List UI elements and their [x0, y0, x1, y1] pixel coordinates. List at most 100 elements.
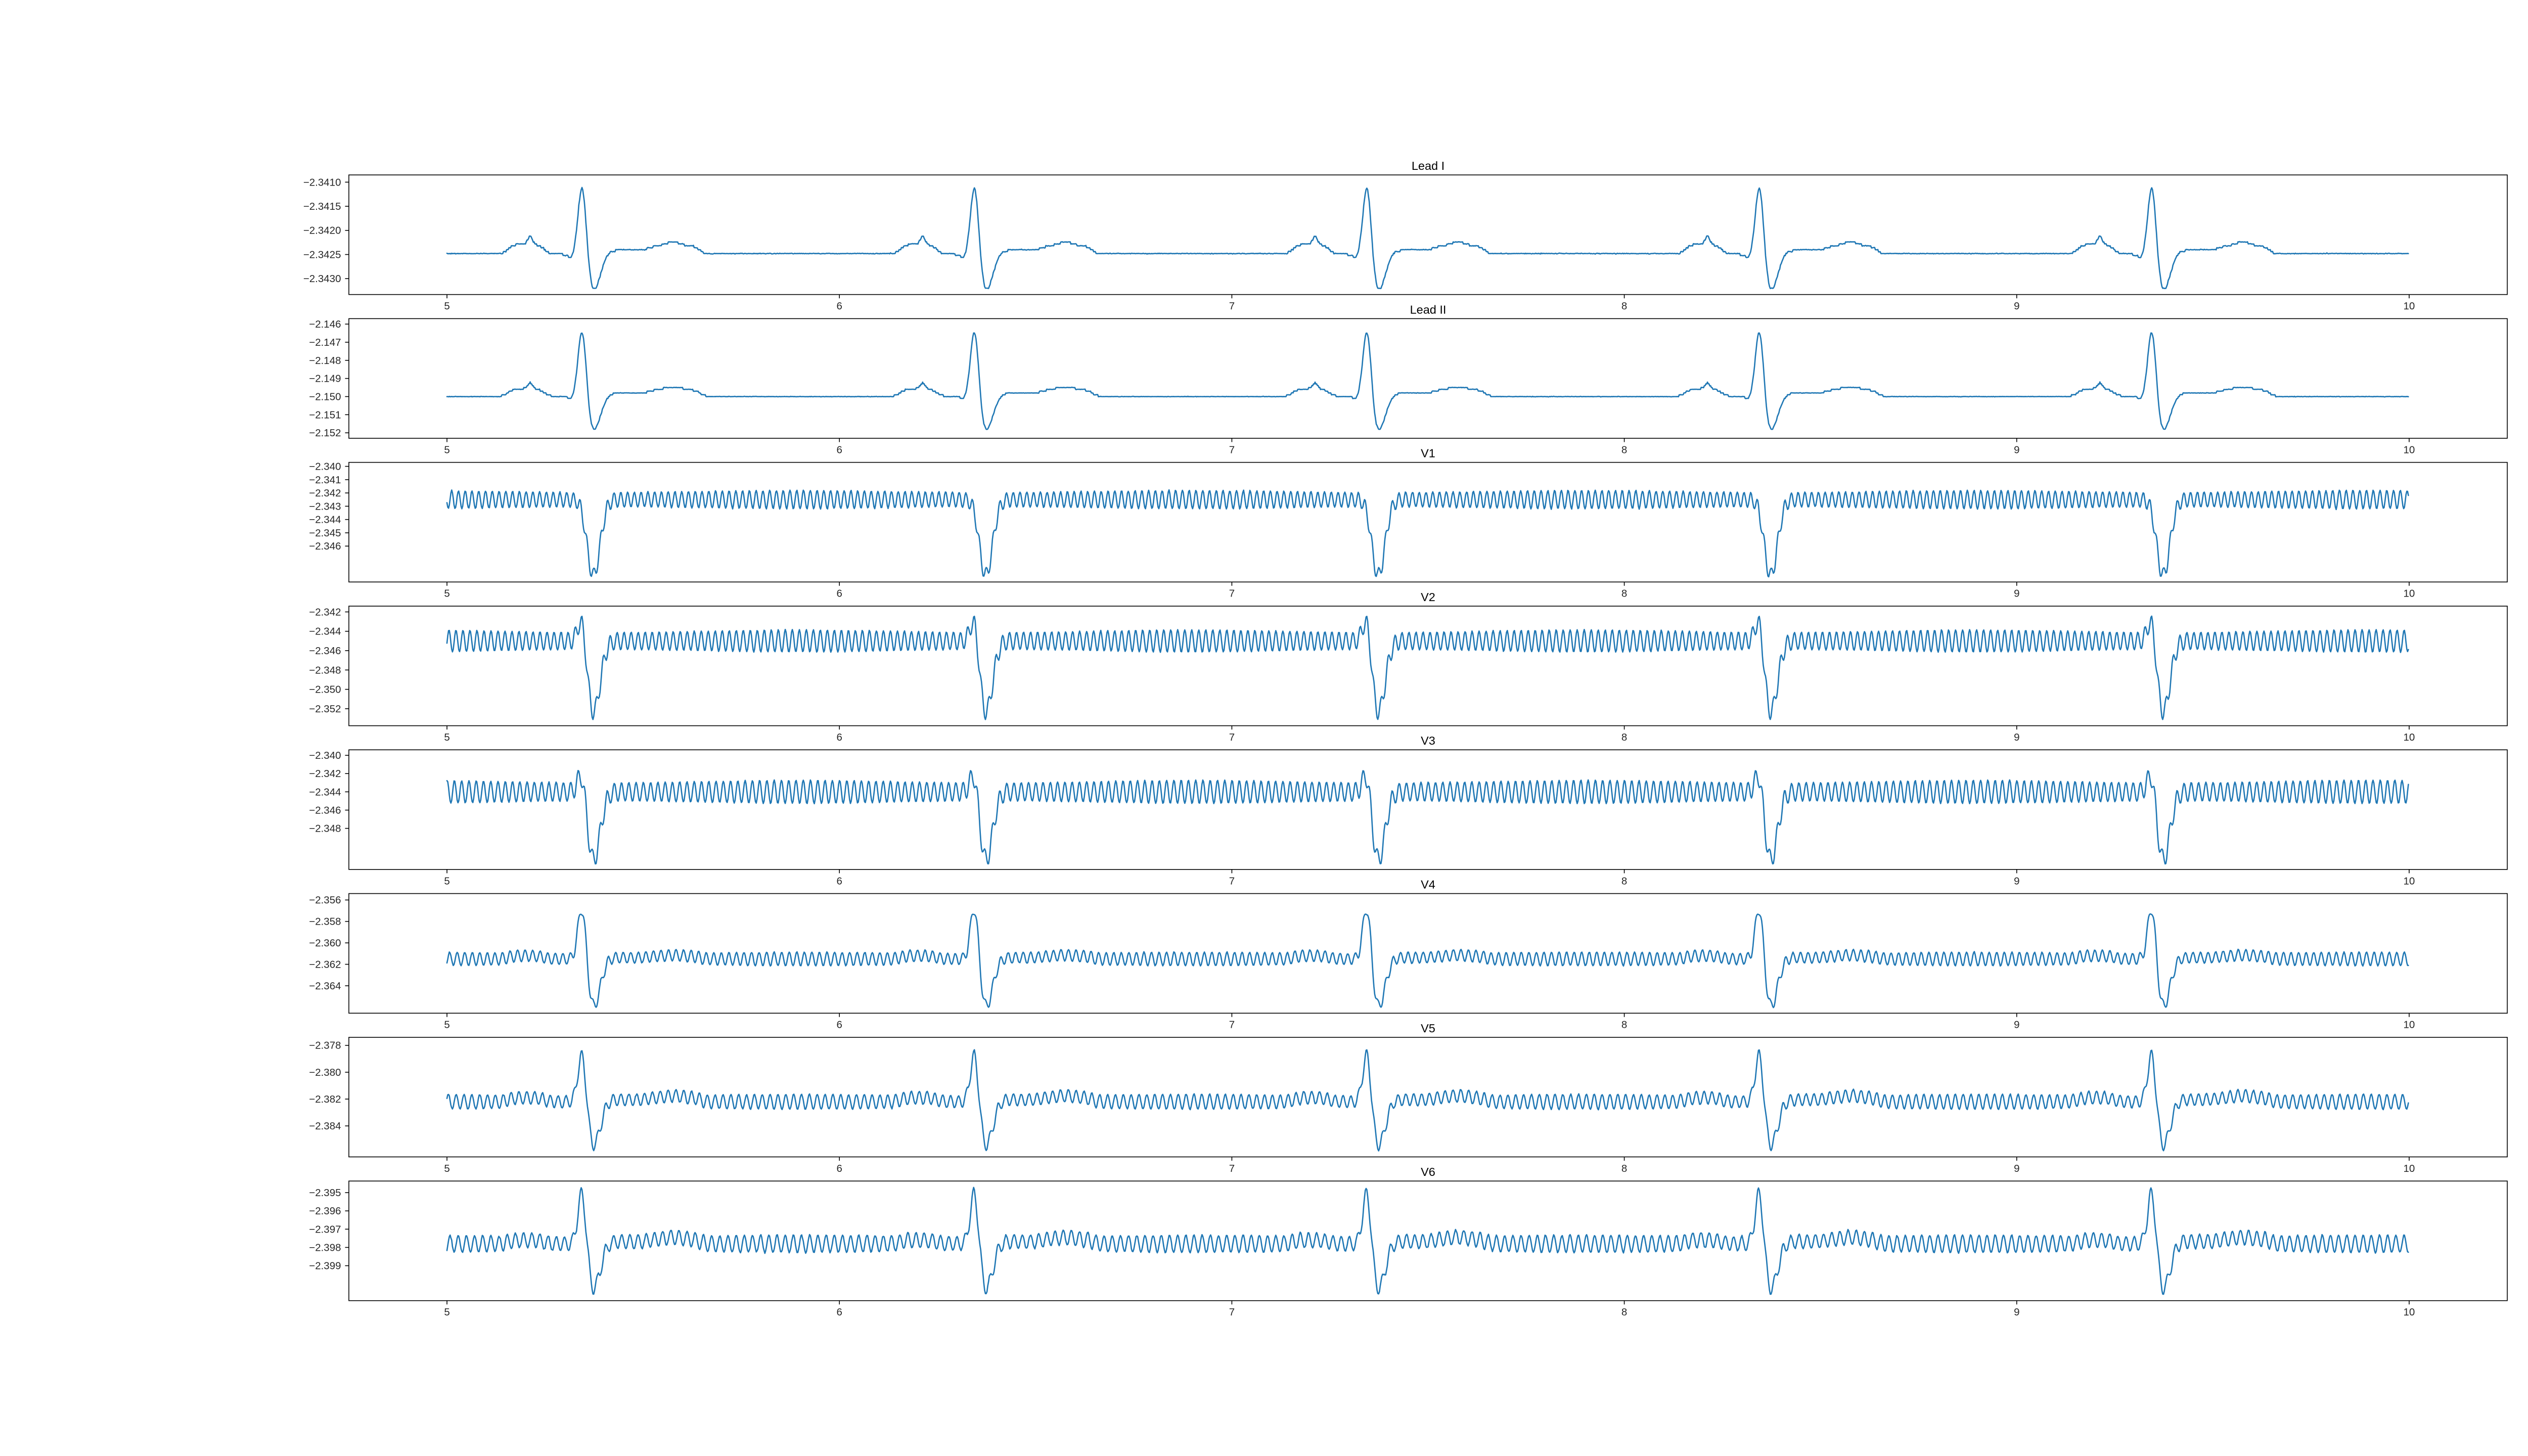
- svg-text:10: 10: [2404, 588, 2415, 600]
- svg-text:6: 6: [837, 444, 842, 456]
- svg-text:V2: V2: [1421, 590, 1435, 604]
- svg-text:5: 5: [444, 588, 449, 600]
- svg-text:−2.356: −2.356: [309, 894, 341, 906]
- svg-text:9: 9: [2014, 875, 2019, 887]
- svg-text:6: 6: [837, 1306, 842, 1318]
- svg-text:9: 9: [2014, 300, 2019, 312]
- svg-text:7: 7: [1229, 300, 1235, 312]
- svg-text:−2.399: −2.399: [309, 1260, 341, 1272]
- svg-text:5: 5: [444, 1163, 449, 1174]
- svg-text:−2.344: −2.344: [309, 786, 341, 798]
- svg-text:−2.3425: −2.3425: [303, 249, 341, 260]
- svg-text:−2.384: −2.384: [309, 1120, 341, 1132]
- svg-text:9: 9: [2014, 732, 2019, 743]
- svg-text:10: 10: [2404, 300, 2415, 312]
- svg-text:−2.345: −2.345: [309, 527, 341, 539]
- svg-text:−2.346: −2.346: [309, 540, 341, 552]
- svg-text:7: 7: [1229, 588, 1235, 600]
- svg-text:6: 6: [837, 732, 842, 743]
- svg-text:−2.344: −2.344: [309, 626, 341, 638]
- svg-text:5: 5: [444, 1306, 449, 1318]
- svg-text:−2.398: −2.398: [309, 1242, 341, 1253]
- svg-text:8: 8: [1621, 875, 1627, 887]
- svg-text:8: 8: [1621, 444, 1627, 456]
- svg-text:−2.348: −2.348: [309, 664, 341, 676]
- svg-text:6: 6: [837, 875, 842, 887]
- svg-text:−2.395: −2.395: [309, 1187, 341, 1199]
- svg-text:8: 8: [1621, 588, 1627, 600]
- svg-text:−2.380: −2.380: [309, 1067, 341, 1078]
- svg-text:9: 9: [2014, 588, 2019, 600]
- svg-text:10: 10: [2404, 1019, 2415, 1031]
- svg-text:10: 10: [2404, 1163, 2415, 1174]
- svg-text:−2.342: −2.342: [309, 768, 341, 780]
- svg-text:7: 7: [1229, 875, 1235, 887]
- svg-text:−2.3410: −2.3410: [303, 176, 341, 188]
- svg-text:V1: V1: [1421, 447, 1435, 460]
- svg-text:−2.343: −2.343: [309, 500, 341, 512]
- svg-text:−2.3430: −2.3430: [303, 273, 341, 285]
- svg-text:−2.344: −2.344: [309, 514, 341, 526]
- svg-text:8: 8: [1621, 1163, 1627, 1174]
- svg-text:−2.397: −2.397: [309, 1223, 341, 1235]
- svg-text:−2.148: −2.148: [309, 355, 341, 367]
- svg-text:8: 8: [1621, 732, 1627, 743]
- svg-text:−2.152: −2.152: [309, 427, 341, 439]
- svg-text:7: 7: [1229, 1163, 1235, 1174]
- svg-text:−2.342: −2.342: [309, 606, 341, 618]
- svg-text:5: 5: [444, 300, 449, 312]
- svg-text:−2.348: −2.348: [309, 823, 341, 835]
- svg-text:−2.358: −2.358: [309, 916, 341, 928]
- svg-text:−2.151: −2.151: [309, 409, 341, 421]
- svg-text:10: 10: [2404, 732, 2415, 743]
- svg-text:−2.382: −2.382: [309, 1094, 341, 1105]
- svg-text:−2.342: −2.342: [309, 487, 341, 499]
- svg-text:−2.352: −2.352: [309, 703, 341, 715]
- svg-text:−2.346: −2.346: [309, 804, 341, 816]
- svg-text:6: 6: [837, 300, 842, 312]
- svg-text:6: 6: [837, 1019, 842, 1031]
- svg-text:8: 8: [1621, 1306, 1627, 1318]
- svg-text:5: 5: [444, 1019, 449, 1031]
- svg-text:−2.346: −2.346: [309, 645, 341, 657]
- svg-text:−2.341: −2.341: [309, 474, 341, 486]
- svg-text:9: 9: [2014, 1019, 2019, 1031]
- svg-text:−2.146: −2.146: [309, 318, 341, 330]
- svg-text:−2.150: −2.150: [309, 391, 341, 402]
- svg-text:7: 7: [1229, 444, 1235, 456]
- svg-text:5: 5: [444, 875, 449, 887]
- svg-text:V3: V3: [1421, 734, 1435, 747]
- svg-text:Lead I: Lead I: [1412, 159, 1444, 172]
- svg-text:9: 9: [2014, 444, 2019, 456]
- svg-text:10: 10: [2404, 1306, 2415, 1318]
- svg-text:8: 8: [1621, 1019, 1627, 1031]
- svg-text:−2.147: −2.147: [309, 337, 341, 348]
- svg-text:7: 7: [1229, 732, 1235, 743]
- svg-text:8: 8: [1621, 300, 1627, 312]
- svg-text:V4: V4: [1421, 878, 1435, 891]
- svg-text:−2.360: −2.360: [309, 937, 341, 949]
- svg-text:−2.362: −2.362: [309, 959, 341, 970]
- svg-text:6: 6: [837, 1163, 842, 1174]
- svg-text:−2.3415: −2.3415: [303, 201, 341, 212]
- svg-text:9: 9: [2014, 1163, 2019, 1174]
- svg-text:−2.396: −2.396: [309, 1205, 341, 1217]
- svg-text:V5: V5: [1421, 1022, 1435, 1035]
- svg-text:7: 7: [1229, 1306, 1235, 1318]
- svg-text:5: 5: [444, 444, 449, 456]
- svg-text:10: 10: [2404, 444, 2415, 456]
- svg-text:−2.149: −2.149: [309, 373, 341, 385]
- svg-text:−2.3420: −2.3420: [303, 225, 341, 237]
- svg-text:−2.378: −2.378: [309, 1040, 341, 1052]
- svg-text:10: 10: [2404, 875, 2415, 887]
- svg-text:7: 7: [1229, 1019, 1235, 1031]
- svg-text:−2.350: −2.350: [309, 684, 341, 696]
- svg-text:V6: V6: [1421, 1165, 1435, 1178]
- svg-text:5: 5: [444, 732, 449, 743]
- svg-text:−2.340: −2.340: [309, 461, 341, 472]
- svg-text:Lead II: Lead II: [1410, 303, 1447, 316]
- svg-text:−2.364: −2.364: [309, 980, 341, 992]
- svg-text:9: 9: [2014, 1306, 2019, 1318]
- svg-text:−2.340: −2.340: [309, 750, 341, 761]
- svg-text:6: 6: [837, 588, 842, 600]
